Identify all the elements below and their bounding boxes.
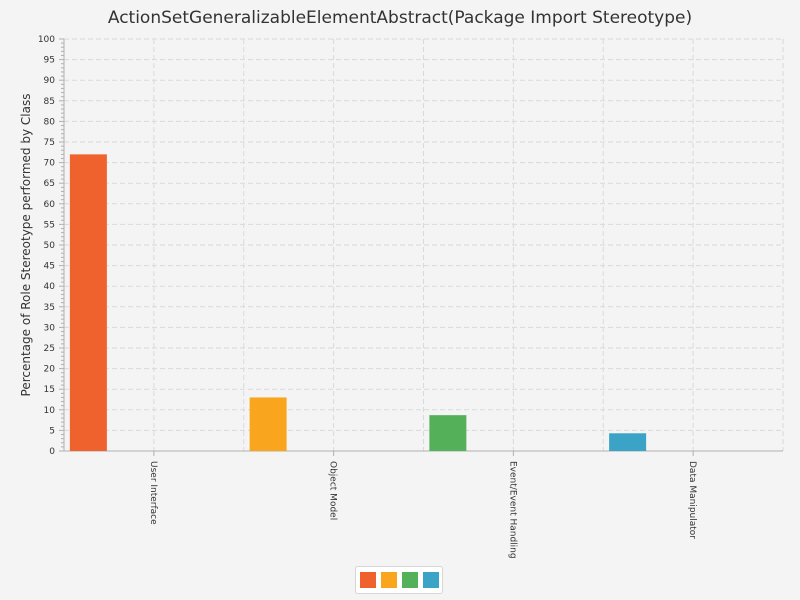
y-tick-label: 10: [44, 406, 56, 416]
y-tick-label: 20: [44, 365, 56, 375]
y-tick-label: 40: [44, 282, 56, 292]
bar-user-interface: [69, 154, 107, 452]
y-tick-label: 75: [44, 138, 55, 148]
y-tick-label: 50: [44, 241, 56, 251]
bars-layer: [69, 154, 647, 452]
bar-event-event-handling: [429, 415, 467, 451]
y-tick-label: 65: [44, 179, 55, 189]
grid-layer: [64, 38, 784, 451]
y-tick-label: 0: [49, 447, 55, 457]
y-tick-label: 90: [44, 76, 56, 86]
y-tick-label: 25: [44, 344, 55, 354]
chart-title: ActionSetGeneralizableElementAbstract(Pa…: [108, 8, 692, 28]
legend-swatch: [422, 572, 439, 588]
y-tick-label: 100: [38, 35, 55, 45]
bar-data-manipulator: [609, 433, 647, 451]
x-category-label: Object Model: [328, 461, 338, 520]
y-tick-label: 35: [44, 303, 55, 313]
legend-swatch: [401, 572, 418, 588]
legend-swatch: [359, 572, 376, 588]
legend-swatch: [380, 572, 397, 588]
x-category-label: User Interface: [148, 461, 158, 525]
y-axis-label: Percentage of Role Stereotype performed …: [19, 94, 33, 397]
x-category-label: Event/Event Handling: [507, 461, 517, 559]
y-tick-label: 70: [44, 159, 56, 169]
x-category-label: Data Manipulator: [687, 461, 697, 539]
y-tick-label: 15: [44, 385, 55, 395]
bar-object-model: [249, 397, 287, 451]
y-tick-label: 80: [44, 117, 56, 127]
y-tick-label: 85: [44, 97, 55, 107]
legend: [355, 566, 443, 594]
y-tick-label: 60: [44, 200, 56, 210]
axes-layer: [59, 38, 783, 456]
y-tick-label: 5: [49, 426, 55, 436]
y-tick-label: 95: [44, 56, 55, 66]
y-tick-label: 45: [44, 262, 55, 272]
y-tick-label: 30: [44, 323, 56, 333]
labels-layer: 0 5 10 15 20 25 30 35 40 45 50 55 60 65 70 75 80 85 90 95 10…: [38, 35, 697, 559]
y-tick-label: 55: [44, 220, 55, 230]
